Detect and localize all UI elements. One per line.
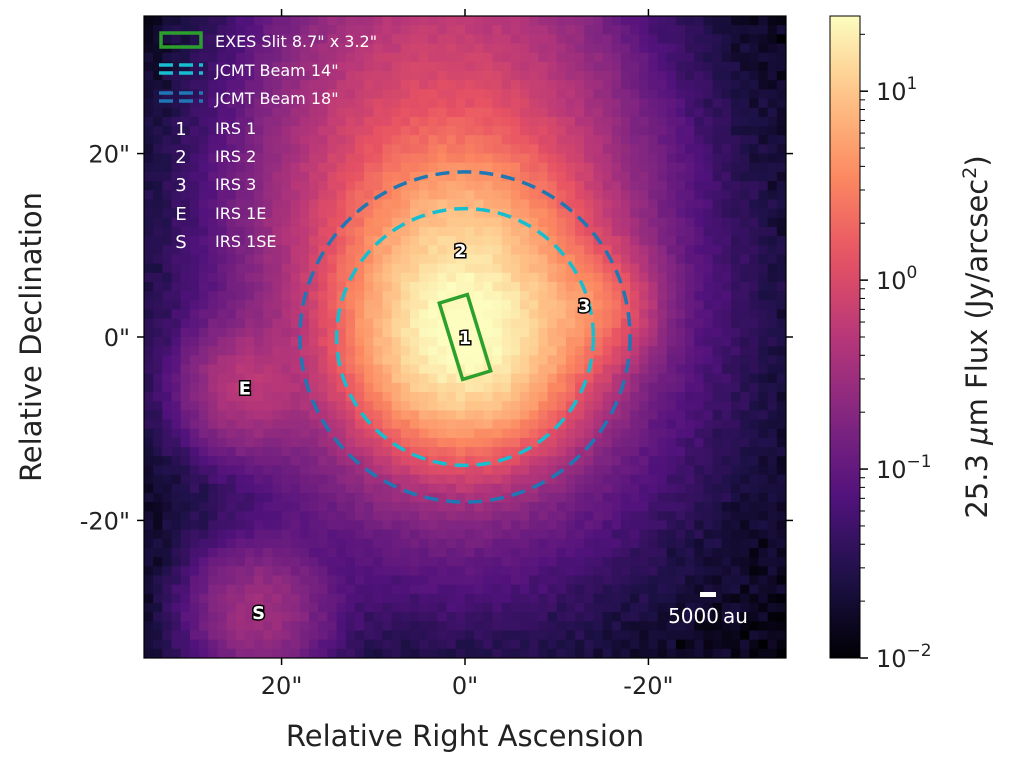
colorbar-label: 25.3 μm Flux (Jy/arcsec2): [959, 155, 994, 518]
legend-entry-beam18: JCMT Beam 18": [159, 89, 339, 108]
legend-symbol: 2: [175, 147, 186, 168]
legend-symbol: E: [175, 204, 186, 225]
scale-bar: 5000 au: [668, 592, 748, 628]
colorbar-tick-label: 101: [876, 74, 917, 106]
source-marker-E: E: [239, 378, 251, 399]
legend-label: IRS 1E: [215, 204, 266, 223]
legend-label: IRS 1SE: [215, 232, 277, 251]
jcmt-beam-18-circle: [298, 170, 632, 504]
source-marker-2: 2: [454, 241, 467, 262]
x-axis-label: Relative Right Ascension: [286, 719, 644, 753]
colorbar-gradient: [829, 15, 861, 659]
colorbar-tick-label: 10−1: [876, 452, 932, 484]
source-marker-3: 3: [578, 296, 591, 317]
legend-label: IRS 2: [215, 147, 256, 166]
legend-label: JCMT Beam 18": [214, 89, 339, 108]
legend-slit-icon: [159, 31, 203, 49]
legend-label: JCMT Beam 14": [214, 61, 339, 80]
scale-bar-label: 5000 au: [668, 604, 748, 628]
axes: 20" 0" -20" 20" 0" -20": [80, 9, 793, 700]
legend-entry-1: 1 IRS 1: [175, 119, 256, 140]
source-marker-1: 1: [459, 328, 472, 349]
y-tick-label: 20": [88, 141, 130, 169]
legend-entry-S: S IRS 1SE: [175, 232, 276, 253]
legend-entry-E: E IRS 1E: [175, 204, 266, 225]
exes-slit-rect: [437, 292, 493, 382]
legend-entry-3: 3 IRS 3: [175, 175, 256, 196]
legend: EXES Slit 8.7" x 3.2" JCMT Beam 14" JCMT B…: [159, 31, 377, 253]
legend-label: EXES Slit 8.7" x 3.2": [215, 32, 377, 51]
colorbar-tick-label: 100: [876, 263, 917, 295]
source-marker-S: S: [252, 603, 265, 624]
y-tick-label: -20": [80, 507, 130, 535]
overlays: 1 2 3 E S: [237, 170, 632, 626]
legend-label: IRS 3: [215, 175, 256, 194]
x-tick-label: 0": [452, 672, 478, 700]
heatmap-image: [144, 16, 786, 658]
y-tick-label: 0": [104, 324, 130, 352]
legend-symbol: S: [175, 232, 186, 253]
legend-symbol: 1: [175, 119, 186, 140]
x-tick-label: -20": [623, 672, 673, 700]
jcmt-beam-14-circle: [334, 206, 596, 468]
legend-entry-slit: EXES Slit 8.7" x 3.2": [159, 31, 377, 51]
x-tick-label: 20": [261, 672, 303, 700]
y-axis-label: Relative Declination: [14, 192, 48, 482]
colorbar-tick-label: 10−2: [876, 641, 932, 673]
legend-entry-beam14: JCMT Beam 14": [159, 61, 339, 80]
legend-symbol: 3: [175, 175, 186, 196]
scale-bar-line: [700, 592, 716, 597]
legend-label: IRS 1: [215, 119, 256, 138]
legend-entry-2: 2 IRS 2: [175, 147, 256, 168]
colorbar: 10−2 10−1 100 101: [829, 15, 932, 673]
